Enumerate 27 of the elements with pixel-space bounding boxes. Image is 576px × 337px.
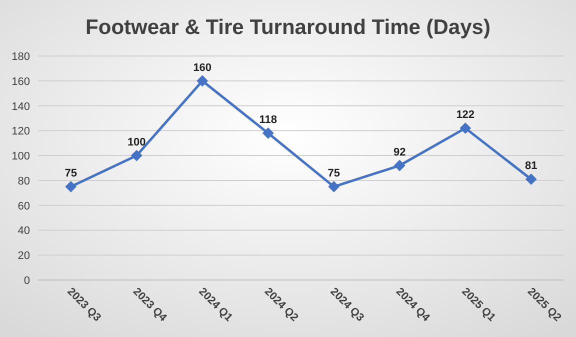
data-label: 160: [193, 62, 212, 74]
data-label: 100: [127, 136, 146, 149]
y-tick-label: 40: [18, 225, 30, 238]
point: [131, 150, 142, 162]
y-tick-label: 80: [18, 175, 30, 188]
y-tick-label: 20: [18, 250, 30, 262]
chart-title: Footwear & Tire Turnaround Time (Days): [86, 16, 490, 39]
y-tick-label: 120: [12, 126, 30, 138]
data-label: 75: [64, 168, 77, 180]
data-label: 122: [456, 109, 475, 122]
y-tick-label: 160: [12, 76, 30, 88]
y-tick-label: 180: [12, 51, 30, 63]
point: [262, 128, 274, 139]
point: [196, 75, 208, 86]
data-label: 118: [259, 114, 277, 126]
y-tick-label: 0: [24, 275, 30, 287]
y-tick-label: 100: [12, 150, 30, 163]
y-tick-label: 60: [18, 200, 30, 212]
data-label: 81: [525, 160, 538, 172]
data-label: 92: [394, 146, 406, 159]
point: [328, 181, 340, 192]
data-label: 75: [328, 168, 340, 180]
point: [65, 181, 76, 192]
point: [526, 174, 537, 185]
y-tick-label: 140: [12, 100, 30, 113]
point: [394, 160, 406, 172]
point: [460, 122, 471, 134]
